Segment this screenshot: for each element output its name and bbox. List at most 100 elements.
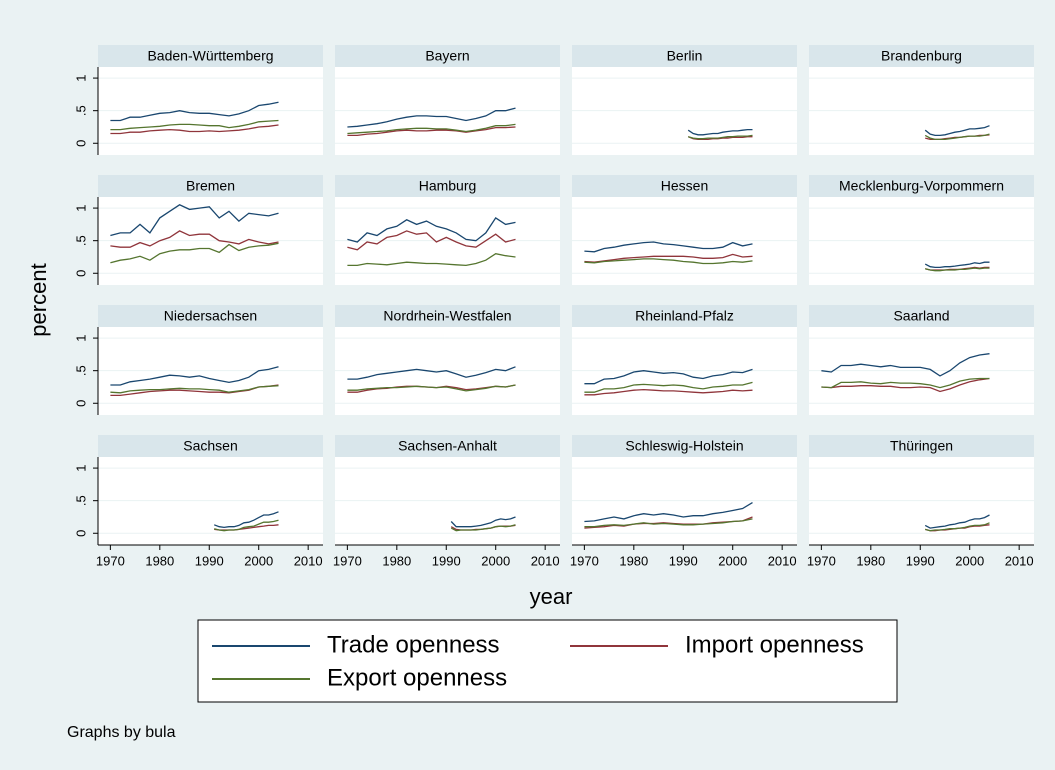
panel-title: Hessen bbox=[661, 178, 708, 194]
panel-title: Bremen bbox=[186, 178, 235, 194]
panel-title: Thüringen bbox=[890, 438, 953, 454]
series-line bbox=[584, 258, 753, 265]
series-line bbox=[110, 242, 279, 264]
panel-strip bbox=[572, 175, 797, 197]
x-title: year bbox=[530, 584, 573, 609]
series-line bbox=[687, 128, 753, 136]
y-tick-label: .5 bbox=[73, 365, 88, 376]
series-line bbox=[110, 366, 279, 386]
series-line bbox=[924, 133, 990, 141]
panel-title: Rheinland-Pfalz bbox=[635, 308, 734, 324]
panel-strip bbox=[335, 175, 560, 197]
series-line bbox=[450, 516, 516, 528]
x-tick-label: 2000 bbox=[955, 553, 984, 568]
series-line bbox=[110, 204, 279, 237]
panel-strip bbox=[98, 435, 323, 457]
panel-strip bbox=[809, 45, 1034, 67]
series-line bbox=[110, 385, 279, 394]
y-title: percent bbox=[26, 263, 51, 336]
panel-title: Baden-Württemberg bbox=[147, 48, 273, 64]
x-tick-label: 1980 bbox=[856, 553, 885, 568]
legend-label: Trade openness bbox=[327, 631, 500, 658]
x-tick-label: 1980 bbox=[145, 553, 174, 568]
panel-strip bbox=[335, 305, 560, 327]
y-tick-label: 0 bbox=[73, 400, 88, 407]
series-line bbox=[110, 124, 279, 135]
panel-title: Nordrhein-Westfalen bbox=[383, 308, 511, 324]
series-line bbox=[347, 253, 516, 267]
series-line bbox=[821, 377, 990, 389]
y-tick-label: 1 bbox=[73, 204, 88, 211]
panel-strip bbox=[809, 435, 1034, 457]
series-line bbox=[347, 126, 516, 137]
note: Graphs by bula bbox=[67, 724, 176, 741]
panel-strip bbox=[572, 435, 797, 457]
x-tick-label: 1970 bbox=[807, 553, 836, 568]
series-line bbox=[924, 261, 990, 269]
panel-strip bbox=[335, 435, 560, 457]
series-line bbox=[213, 511, 279, 529]
series-line bbox=[821, 353, 990, 377]
panel-strip bbox=[572, 45, 797, 67]
legend-label: Export openness bbox=[327, 664, 507, 691]
panel-title: Hamburg bbox=[419, 178, 477, 194]
series-line bbox=[347, 230, 516, 251]
panel-title: Brandenburg bbox=[881, 48, 962, 64]
x-tick-label: 1970 bbox=[96, 553, 125, 568]
series-line bbox=[584, 253, 753, 263]
series-line bbox=[821, 377, 990, 393]
panel-strip bbox=[98, 175, 323, 197]
panel-title: Sachsen-Anhalt bbox=[398, 438, 497, 454]
series-line bbox=[110, 119, 279, 131]
panel-title: Mecklenburg-Vorpommern bbox=[839, 178, 1004, 194]
x-tick-label: 1990 bbox=[669, 553, 698, 568]
series-line bbox=[347, 384, 516, 392]
x-tick-label: 2000 bbox=[481, 553, 510, 568]
x-tick-label: 1970 bbox=[570, 553, 599, 568]
x-tick-label: 2000 bbox=[244, 553, 273, 568]
panel-strip bbox=[335, 45, 560, 67]
panel-title: Niedersachsen bbox=[164, 308, 257, 324]
panel-strip bbox=[809, 175, 1034, 197]
series-line bbox=[584, 381, 753, 393]
series-line bbox=[924, 514, 990, 529]
x-tick-label: 1990 bbox=[432, 553, 461, 568]
series-line bbox=[110, 230, 279, 248]
x-tick-label: 2010 bbox=[294, 553, 323, 568]
y-tick-label: 1 bbox=[73, 334, 88, 341]
x-tick-label: 1980 bbox=[619, 553, 648, 568]
x-tick-label: 1980 bbox=[382, 553, 411, 568]
y-tick-label: .5 bbox=[73, 105, 88, 116]
series-line bbox=[925, 267, 990, 272]
y-tick-label: .5 bbox=[73, 495, 88, 506]
series-line bbox=[688, 134, 753, 140]
x-tick-label: 2010 bbox=[768, 553, 797, 568]
panel-strip bbox=[572, 305, 797, 327]
panel-title: Berlin bbox=[667, 48, 703, 64]
panel-title: Saarland bbox=[893, 308, 949, 324]
y-tick-label: 1 bbox=[73, 74, 88, 81]
series-line bbox=[584, 388, 753, 396]
legend-box bbox=[197, 619, 898, 703]
panel-strip bbox=[98, 305, 323, 327]
x-tick-label: 1990 bbox=[906, 553, 935, 568]
y-tick-label: .5 bbox=[73, 235, 88, 246]
x-tick-label: 1970 bbox=[333, 553, 362, 568]
panel-strip bbox=[98, 45, 323, 67]
x-tick-label: 1990 bbox=[195, 553, 224, 568]
series-line bbox=[584, 502, 753, 523]
series-line bbox=[924, 125, 990, 137]
series-line bbox=[584, 368, 753, 385]
x-tick-label: 2010 bbox=[1005, 553, 1034, 568]
series-line bbox=[347, 217, 516, 243]
panel-strip bbox=[809, 305, 1034, 327]
panel-title: Schleswig-Holstein bbox=[625, 438, 743, 454]
panel-title: Bayern bbox=[425, 48, 469, 64]
series-line bbox=[347, 366, 516, 380]
x-tick-label: 2000 bbox=[718, 553, 747, 568]
series-line bbox=[584, 518, 753, 528]
y-tick-label: 0 bbox=[73, 270, 88, 277]
y-tick-label: 0 bbox=[73, 140, 88, 147]
series-line bbox=[214, 519, 279, 532]
